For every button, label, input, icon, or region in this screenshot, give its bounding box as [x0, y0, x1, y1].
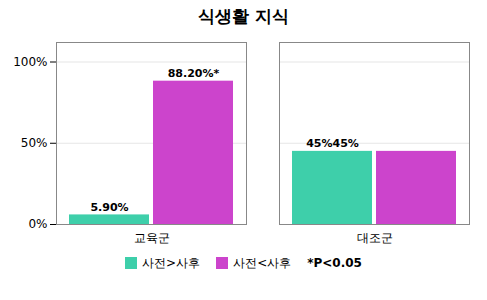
svg-text:5.90%: 5.90%: [90, 201, 128, 214]
svg-text:교육군: 교육군: [134, 231, 170, 245]
svg-text:0%: 0%: [28, 217, 47, 231]
html-text:사전<사후: 사전<사후: [233, 256, 292, 270]
html-text:사전>사후: 사전>사후: [142, 256, 201, 270]
svg-text:100%: 100%: [13, 55, 47, 69]
svg-text:대조군: 대조군: [357, 231, 393, 245]
html-text:식생활 지식: 식생활 지식: [198, 6, 289, 26]
svg-text:45%45%: 45%45%: [306, 137, 359, 150]
svg-text:50%: 50%: [21, 136, 48, 150]
svg-text:88.20%*: 88.20%*: [168, 67, 220, 80]
html-text:*P<0.05: *P<0.05: [307, 256, 362, 270]
